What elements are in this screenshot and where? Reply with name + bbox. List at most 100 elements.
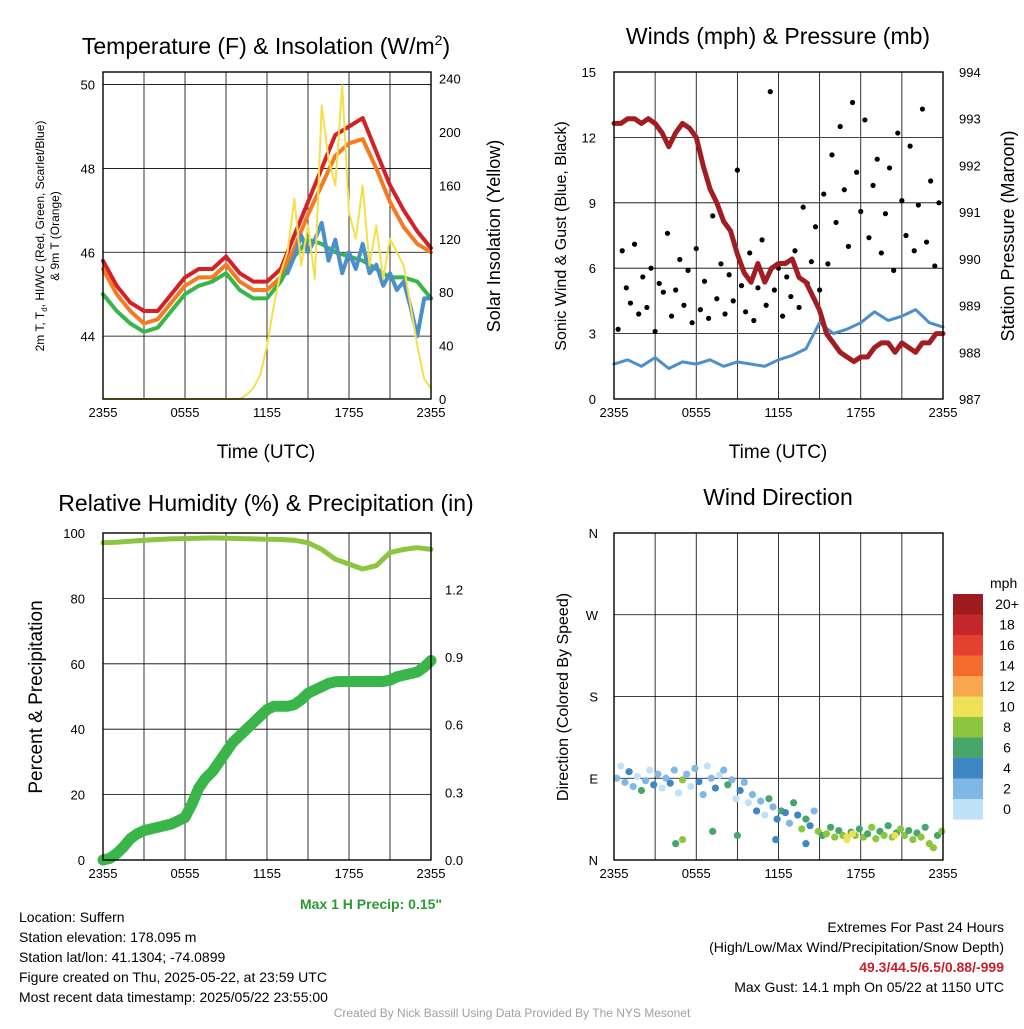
temperature-y-tick-right: 120 xyxy=(439,232,461,247)
direction-legend-swatch xyxy=(953,676,983,697)
winds-y-tick-right: 989 xyxy=(959,299,981,314)
winds-gust-point xyxy=(619,248,625,254)
direction-legend-title: mph xyxy=(990,575,1017,591)
direction-direction-point xyxy=(633,773,641,781)
temperature-x-tick: 1755 xyxy=(335,405,364,420)
humidity-y-tick-left: 0 xyxy=(78,853,85,868)
winds-gust-point xyxy=(656,280,662,287)
direction-legend-label: 4 xyxy=(1003,760,1011,776)
temperature-title: Temperature (F) & Insolation (W/m2) xyxy=(82,32,450,59)
direction-x-tick: 1755 xyxy=(846,866,875,881)
winds-gust-point xyxy=(841,187,847,193)
temperature-y-tick-left: 44 xyxy=(81,329,95,344)
humidity-y-tick-left: 40 xyxy=(71,722,85,737)
temperature-series-0 xyxy=(101,116,433,313)
direction-direction-point xyxy=(798,825,806,833)
winds-x-tick: 2355 xyxy=(929,405,958,420)
winds-gust-point xyxy=(615,326,621,332)
direction-direction-point xyxy=(905,826,913,835)
direction-direction-point xyxy=(810,807,818,815)
direction-legend-label: 0 xyxy=(1003,801,1011,817)
winds-y-tick-left: 9 xyxy=(589,196,596,211)
direction-direction-point xyxy=(629,782,637,791)
direction-direction-point xyxy=(802,815,810,823)
winds-x-tick: 1155 xyxy=(765,405,793,420)
winds-gust-point xyxy=(849,99,856,106)
winds-gust-point xyxy=(928,178,934,184)
winds-gust-point xyxy=(780,313,786,319)
humidity-y-tick-right: 0.0 xyxy=(445,853,463,868)
winds-gust-point xyxy=(874,156,880,162)
humidity-x-tick: 2355 xyxy=(89,866,118,881)
direction-direction-point xyxy=(687,782,695,791)
direction-title: Wind Direction xyxy=(703,484,853,510)
winds-y-tick-right: 988 xyxy=(959,345,981,360)
direction-direction-point xyxy=(794,811,802,819)
direction-direction-point xyxy=(703,762,711,770)
direction-direction-point xyxy=(785,819,794,827)
direction-direction-point xyxy=(720,766,728,774)
winds-gust-point xyxy=(685,267,691,273)
winds-gust-point xyxy=(664,230,671,236)
winds-gust-point xyxy=(689,320,695,326)
direction-legend-label: 16 xyxy=(999,637,1015,653)
direction-direction-point xyxy=(658,784,666,792)
winds-gust-point xyxy=(693,245,699,252)
winds-gust-point xyxy=(681,302,687,308)
humidity-y-tick-left: 80 xyxy=(71,591,85,606)
direction-direction-point xyxy=(733,831,741,840)
winds-y-tick-left: 15 xyxy=(582,65,596,80)
direction-direction-point xyxy=(789,799,798,807)
temperature-y-tick-right: 80 xyxy=(439,285,453,300)
winds-y-tick-left: 6 xyxy=(589,261,596,276)
direction-direction-point xyxy=(654,770,662,778)
winds-gust-point xyxy=(870,182,876,188)
direction-direction-point xyxy=(699,791,707,799)
direction-direction-point xyxy=(891,831,899,840)
humidity-y-tick-right: 0.9 xyxy=(445,650,463,665)
winds-gust-point xyxy=(755,285,761,291)
direction-direction-point xyxy=(625,768,633,776)
direction-direction-point xyxy=(769,803,777,811)
winds-gust-point xyxy=(878,250,884,256)
direction-direction-point xyxy=(748,791,757,799)
winds-ylabel-left: Sonic Wind & Gust (Blue, Black) xyxy=(553,121,570,350)
winds-gust-point xyxy=(808,259,815,265)
winds-gust-point xyxy=(701,278,708,284)
winds-gust-point xyxy=(673,287,679,293)
direction-direction-point xyxy=(872,835,880,843)
humidity-y-tick-right: 1.2 xyxy=(445,582,463,597)
direction-direction-point xyxy=(736,786,744,795)
direction-direction-point xyxy=(670,766,678,774)
humidity-x-tick: 1155 xyxy=(253,866,281,881)
winds-xlabel: Time (UTC) xyxy=(729,442,828,463)
recent-text: Most recent data timestamp: 2025/05/22 2… xyxy=(19,989,328,1005)
winds-gust-point xyxy=(837,123,843,130)
winds-gust-point xyxy=(833,219,839,226)
extremes-title: Extremes For Past 24 Hours xyxy=(827,919,1004,935)
winds-gust-point xyxy=(866,235,872,241)
direction-direction-point xyxy=(880,831,888,840)
winds-x-tick: 2355 xyxy=(600,405,629,420)
temperature-y-tick-left: 48 xyxy=(81,161,95,176)
winds-y-tick-right: 992 xyxy=(959,158,981,173)
humidity-y-tick-right: 0.3 xyxy=(445,785,463,800)
winds-gust-point xyxy=(771,287,777,293)
winds-gust-point xyxy=(759,237,765,243)
direction-direction-point xyxy=(835,826,843,835)
humidity-x-tick: 2355 xyxy=(417,866,446,881)
direction-direction-point xyxy=(843,833,851,841)
direction-legend-swatch xyxy=(953,737,983,758)
temperature-ylabel-left: 2m T, Td, HI/WC (Red, Green, Scarlet/Blu… xyxy=(33,121,49,352)
winds-gust-point xyxy=(911,248,917,254)
winds-y-tick-right: 993 xyxy=(959,112,981,127)
winds-gust-point xyxy=(862,117,868,123)
winds-gust-point xyxy=(903,232,909,239)
winds-gust-point xyxy=(677,256,683,263)
winds-gust-point xyxy=(660,289,666,295)
temperature-ylabel-left-2: & 9m T (Orange) xyxy=(48,191,62,281)
winds-gust-point xyxy=(891,267,897,273)
temperature-y-tick-right: 40 xyxy=(439,339,453,354)
direction-x-tick: 1155 xyxy=(765,866,793,881)
